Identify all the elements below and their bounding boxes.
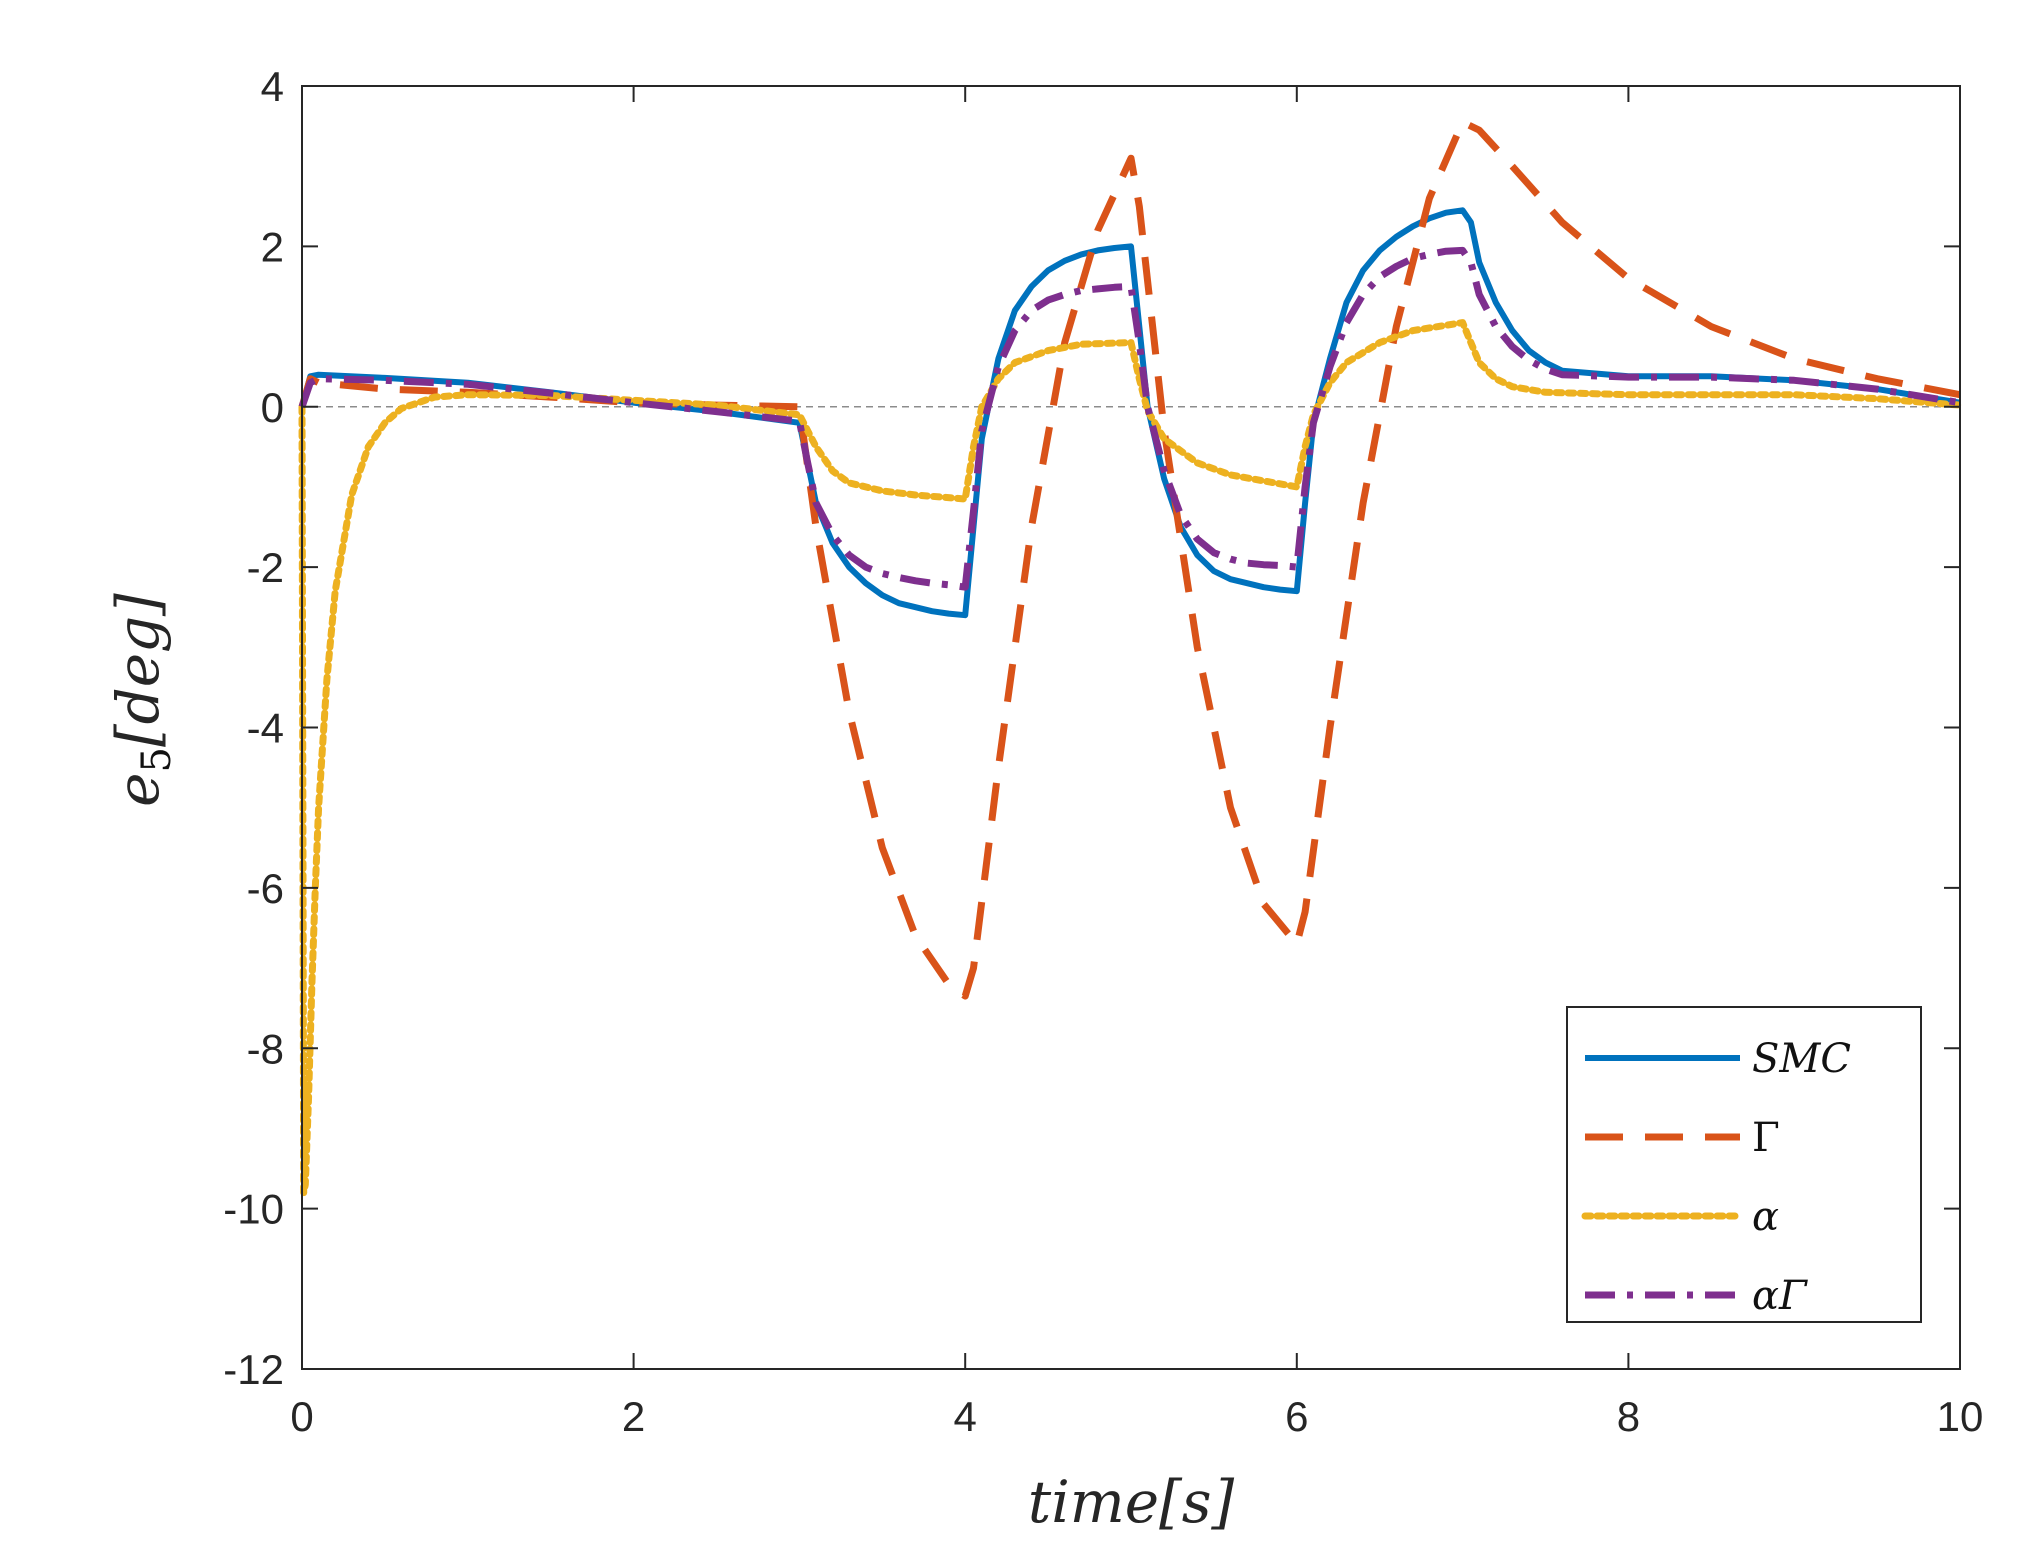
ticks-group — [301, 85, 1961, 1370]
legend-label-1: Γ — [1752, 1115, 1780, 1161]
legend-box — [1566, 1006, 1922, 1323]
y-tick-label-4: -4 — [247, 705, 284, 752]
y-axis-label: e5[deg] — [104, 593, 180, 807]
y-tick-label-8: 4 — [261, 63, 284, 110]
y-axis-label-sub: 5 — [134, 747, 180, 772]
legend-label-0: SMC — [1752, 1036, 1851, 1082]
y-axis-label-rest: [deg] — [104, 593, 172, 747]
legend: SMC Γα αΓ — [1566, 1006, 1922, 1323]
y-tick-label-2: -8 — [247, 1025, 284, 1072]
series-line-3 — [298, 246, 1961, 591]
y-tick-label-1: -10 — [223, 1186, 284, 1233]
y-axis-label-main: e — [104, 772, 172, 806]
x-tick-label-5: 10 — [1937, 1393, 1984, 1440]
x-tick-label-0: 0 — [290, 1393, 313, 1440]
y-tick-label-5: -2 — [247, 544, 284, 591]
series-group — [298, 118, 1964, 1197]
legend-label-3: αΓ — [1752, 1273, 1808, 1319]
y-tick-label-7: 2 — [261, 223, 284, 270]
x-tick-label-4: 8 — [1617, 1393, 1640, 1440]
x-tick-label-1: 2 — [622, 1393, 645, 1440]
x-axis-label: time[s] — [1028, 1468, 1235, 1536]
x-tick-label-2: 4 — [954, 1393, 977, 1440]
y-tick-label-3: -6 — [247, 865, 284, 912]
tick-labels-group: 0 2 4 6 8 10 -12 -10 -8 -6 -4 -2 0 2 4 — [223, 63, 1983, 1440]
series-line-1 — [298, 118, 1961, 1000]
y-tick-label-0: -12 — [223, 1346, 284, 1393]
legend-label-2: α — [1752, 1194, 1779, 1240]
y-tick-label-6: 0 — [261, 384, 284, 431]
x-tick-label-3: 6 — [1285, 1393, 1308, 1440]
